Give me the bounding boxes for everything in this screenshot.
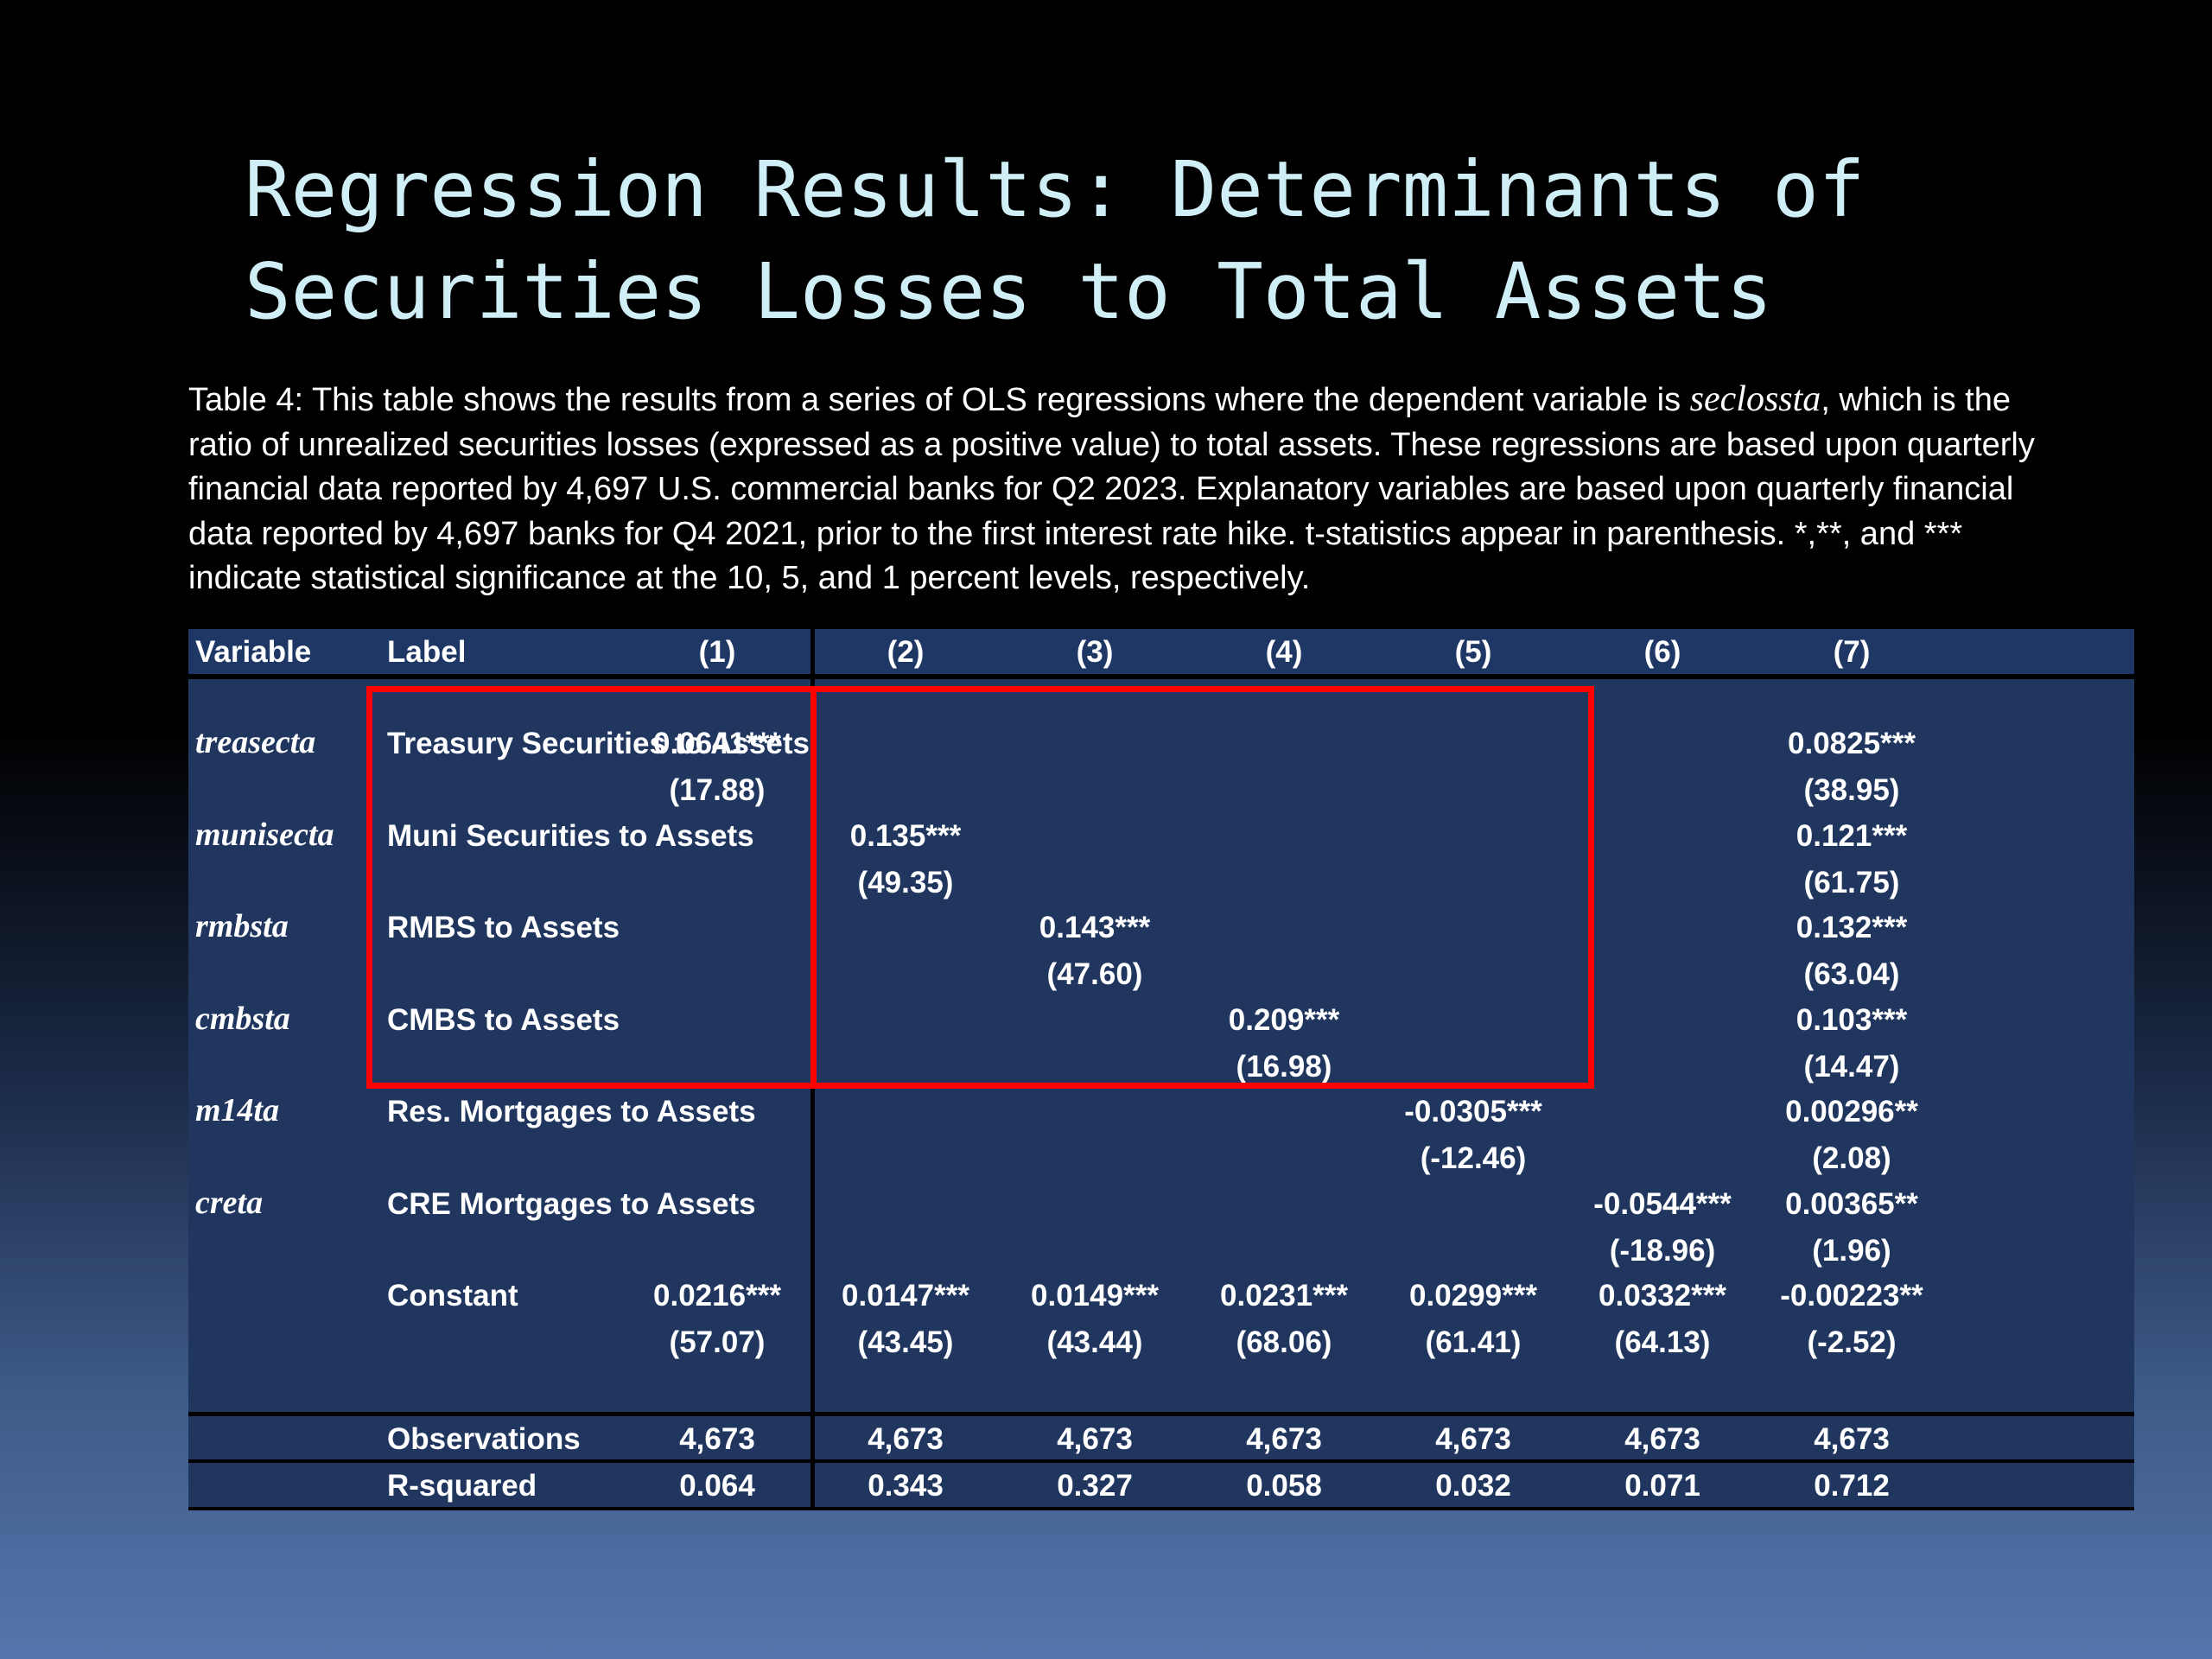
- slide-title: Regression Results: Determinants of Secu…: [245, 138, 2145, 342]
- t-statistic-cell: (43.44): [1046, 1325, 1143, 1359]
- header-label: Label: [387, 635, 467, 669]
- rsquared-cell: 0.327: [1057, 1469, 1133, 1503]
- t-statistic-cell: (-18.96): [1609, 1234, 1716, 1268]
- coefficient-cell: 0.209***: [1228, 1003, 1340, 1037]
- t-statistic-cell: (17.88): [669, 773, 766, 807]
- coefficient-cell: 0.135***: [849, 819, 962, 853]
- coefficient-cell: 0.103***: [1796, 1003, 1908, 1037]
- dependent-variable-name: seclossta: [1689, 379, 1821, 419]
- coefficient-cell: -0.0305***: [1404, 1095, 1542, 1128]
- caption-line-3: financial data reported by 4,697 U.S. co…: [188, 471, 2014, 507]
- coefficient-cell: 0.0149***: [1031, 1279, 1159, 1313]
- variable-label: Treasury Securities to Assets: [387, 727, 810, 760]
- slide-title-line-1: Regression Results: Determinants of: [245, 144, 1866, 234]
- variable-name: munisecta: [195, 817, 334, 853]
- observations-cell: 4,673: [868, 1422, 944, 1456]
- header-rule: [188, 674, 2134, 679]
- coefficient-cell: 0.0216***: [653, 1279, 781, 1313]
- t-statistic-cell: (38.95): [1803, 773, 1900, 807]
- variable-label: Muni Securities to Assets: [387, 819, 754, 853]
- caption-text: , which is the: [1821, 382, 2011, 418]
- rsquared-cell: 0.058: [1246, 1469, 1322, 1503]
- t-statistic-cell: (57.07): [669, 1325, 766, 1359]
- caption-line-1: Table 4: This table shows the results fr…: [188, 378, 2072, 423]
- variable-name: cmbsta: [195, 1001, 290, 1037]
- t-statistic-cell: (16.98): [1236, 1050, 1332, 1084]
- observations-cell: 4,673: [1814, 1422, 1890, 1456]
- variable-label: RMBS to Assets: [387, 911, 620, 944]
- column-header-6: (6): [1643, 635, 1681, 669]
- rsquared-label: R-squared: [387, 1469, 537, 1503]
- t-statistic-cell: (64.13): [1614, 1325, 1711, 1359]
- coefficient-cell: 0.00296**: [1785, 1095, 1918, 1128]
- variable-label: CRE Mortgages to Assets: [387, 1187, 756, 1221]
- column-header-4: (4): [1265, 635, 1303, 669]
- column-header-7: (7): [1833, 635, 1871, 669]
- coefficient-cell: 0.0332***: [1599, 1279, 1726, 1313]
- t-statistic-cell: (47.60): [1046, 957, 1143, 991]
- caption-line-4: data reported by 4,697 banks for Q4 2021…: [188, 515, 1963, 552]
- coefficient-cell: 0.0641***: [653, 727, 781, 760]
- t-statistic-cell: (14.47): [1803, 1050, 1900, 1084]
- variable-name: treasecta: [195, 724, 316, 760]
- coefficient-cell: 0.0299***: [1409, 1279, 1537, 1313]
- rsquared-cell: 0.712: [1814, 1469, 1890, 1503]
- label-divider: [810, 629, 815, 1510]
- bottom-rule: [188, 1507, 2134, 1510]
- header-variable: Variable: [195, 635, 312, 669]
- variable-label: Constant: [387, 1279, 518, 1313]
- t-statistic-cell: (2.08): [1812, 1141, 1891, 1175]
- table-header-band: [188, 629, 2134, 677]
- t-statistic-cell: (63.04): [1803, 957, 1900, 991]
- table-caption: Table 4: This table shows the results fr…: [188, 378, 2072, 601]
- coefficient-cell: -0.0544***: [1593, 1187, 1732, 1221]
- rsquared-cell: 0.343: [868, 1469, 944, 1503]
- variable-name: rmbsta: [195, 908, 289, 944]
- t-statistic-cell: (49.35): [857, 866, 954, 899]
- rsquared-cell: 0.032: [1435, 1469, 1511, 1503]
- t-statistic-cell: (68.06): [1236, 1325, 1332, 1359]
- observations-cell: 4,673: [1246, 1422, 1322, 1456]
- variable-name: creta: [195, 1185, 264, 1221]
- coefficient-cell: 0.0147***: [842, 1279, 969, 1313]
- t-statistic-cell: (1.96): [1812, 1234, 1891, 1268]
- column-header-5: (5): [1454, 635, 1492, 669]
- coefficient-cell: 0.132***: [1796, 911, 1908, 944]
- observations-label: Observations: [387, 1422, 581, 1456]
- coefficient-cell: 0.143***: [1039, 911, 1151, 944]
- slide-title-line-2: Securities Losses to Total Assets: [245, 246, 1773, 336]
- variable-label: Res. Mortgages to Assets: [387, 1095, 756, 1128]
- coefficient-cell: 0.00365**: [1785, 1187, 1918, 1221]
- caption-line-5: indicate statistical significance at the…: [188, 560, 1311, 596]
- coefficient-cell: 0.0825***: [1788, 727, 1916, 760]
- caption-line-2: ratio of unrealized securities losses (e…: [188, 426, 2035, 463]
- observations-cell: 4,673: [679, 1422, 755, 1456]
- t-statistic-cell: (61.75): [1803, 866, 1900, 899]
- caption-text: Table 4: This table shows the results fr…: [188, 382, 1690, 418]
- t-statistic-cell: (-2.52): [1807, 1325, 1897, 1359]
- rsquared-cell: 0.064: [679, 1469, 755, 1503]
- variable-name: m14ta: [195, 1092, 280, 1128]
- coefficient-cell: 0.121***: [1796, 819, 1908, 853]
- regression-table: Variable Label (1) (2) (3) (4) (5) (6) (7) trea…: [188, 629, 2134, 1510]
- coefficient-cell: -0.00223**: [1780, 1279, 1923, 1313]
- t-statistic-cell: (-12.46): [1420, 1141, 1527, 1175]
- column-header-3: (3): [1076, 635, 1114, 669]
- t-statistic-cell: (43.45): [857, 1325, 954, 1359]
- t-statistic-cell: (61.41): [1425, 1325, 1522, 1359]
- coefficient-cell: 0.0231***: [1220, 1279, 1348, 1313]
- column-header-1: (1): [698, 635, 736, 669]
- observations-cell: 4,673: [1057, 1422, 1133, 1456]
- observations-cell: 4,673: [1624, 1422, 1700, 1456]
- observations-cell: 4,673: [1435, 1422, 1511, 1456]
- rsquared-cell: 0.071: [1624, 1469, 1700, 1503]
- column-header-2: (2): [887, 635, 925, 669]
- row-rule: [188, 1459, 2134, 1463]
- stats-rule: [188, 1412, 2134, 1416]
- variable-label: CMBS to Assets: [387, 1003, 620, 1037]
